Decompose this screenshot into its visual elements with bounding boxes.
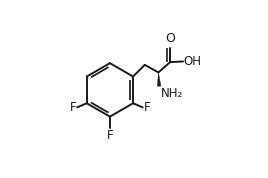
Text: O: O: [165, 32, 175, 45]
Text: F: F: [70, 101, 76, 114]
Text: OH: OH: [184, 55, 202, 68]
Text: NH₂: NH₂: [161, 87, 183, 100]
Text: F: F: [107, 129, 113, 142]
Polygon shape: [157, 72, 161, 86]
Text: F: F: [143, 101, 150, 114]
